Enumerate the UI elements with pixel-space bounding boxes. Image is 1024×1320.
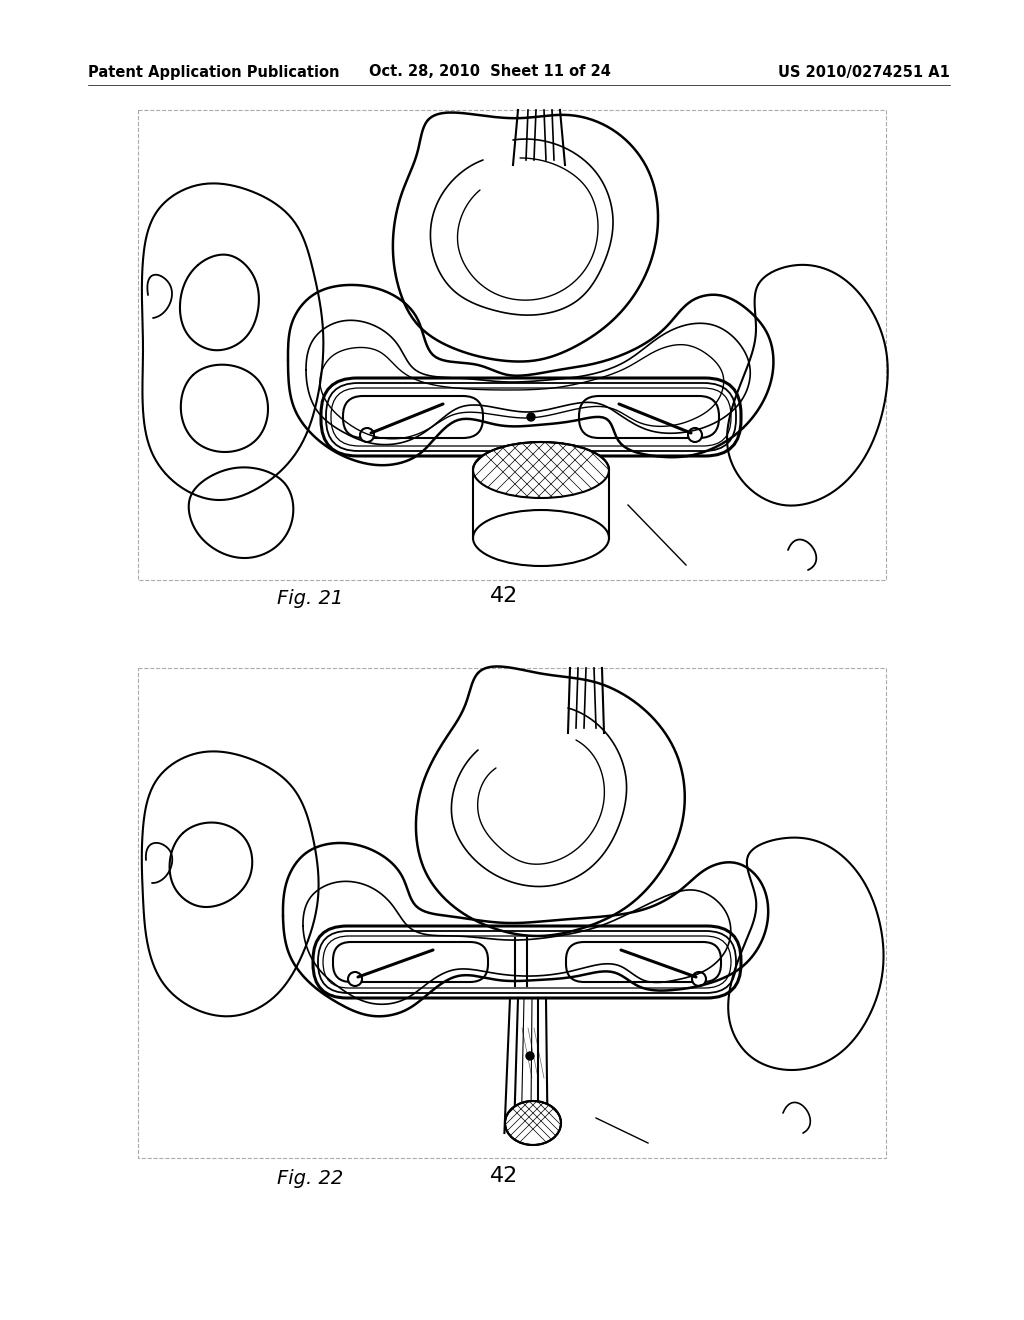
Bar	[138, 668, 886, 1158]
Ellipse shape	[473, 442, 609, 498]
Bar	[138, 110, 886, 579]
Text: Patent Application Publication: Patent Application Publication	[88, 65, 340, 79]
Circle shape	[527, 413, 535, 421]
Circle shape	[348, 972, 362, 986]
Text: US 2010/0274251 A1: US 2010/0274251 A1	[778, 65, 950, 79]
Text: 42: 42	[490, 1166, 518, 1185]
Text: Fig. 22: Fig. 22	[276, 1168, 343, 1188]
Circle shape	[526, 1052, 534, 1060]
Ellipse shape	[473, 510, 609, 566]
Text: 42: 42	[490, 586, 518, 606]
Text: Oct. 28, 2010  Sheet 11 of 24: Oct. 28, 2010 Sheet 11 of 24	[369, 65, 611, 79]
Ellipse shape	[505, 1101, 561, 1144]
Circle shape	[360, 428, 374, 442]
Circle shape	[692, 972, 706, 986]
Text: Fig. 21: Fig. 21	[276, 589, 343, 607]
Circle shape	[688, 428, 702, 442]
